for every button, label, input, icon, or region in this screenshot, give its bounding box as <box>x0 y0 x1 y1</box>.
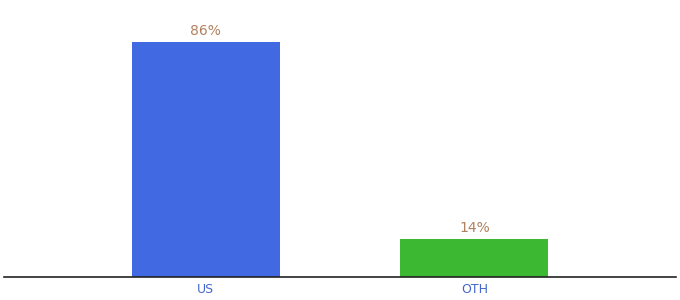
Text: 86%: 86% <box>190 24 221 38</box>
Text: 14%: 14% <box>459 221 490 235</box>
Bar <box>401 239 548 277</box>
Bar <box>132 42 279 277</box>
